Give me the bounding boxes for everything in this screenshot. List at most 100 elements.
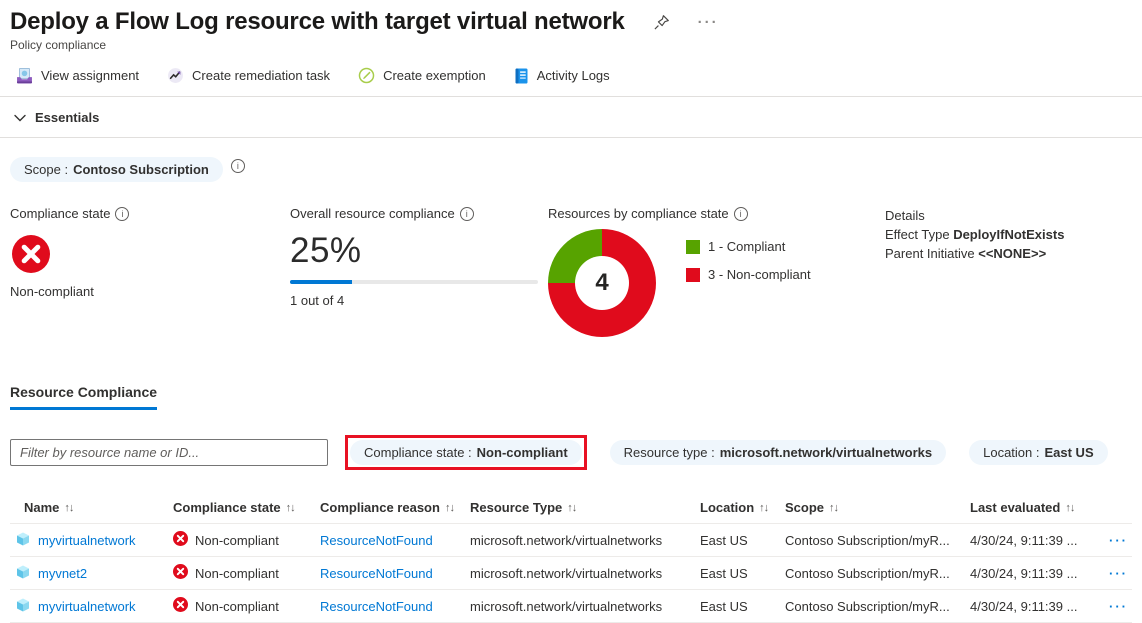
sort-icon: ↑↓	[567, 501, 577, 514]
non-compliant-icon	[173, 531, 188, 549]
resource-type-cell: microsoft.network/virtualnetworks	[470, 565, 663, 581]
filter-pill-location-value: East US	[1044, 445, 1094, 460]
column-header-compliance-reason[interactable]: Compliance reason ↑↓	[320, 500, 455, 515]
parent-initiative-label: Parent Initiative	[885, 246, 975, 261]
view-assignment-icon	[16, 67, 33, 84]
non-compliant-icon	[12, 235, 290, 276]
activity-logs-icon	[514, 68, 529, 84]
location-cell: East US	[700, 532, 748, 548]
virtual-network-icon	[16, 532, 30, 549]
legend-non-compliant-label: 3 - Non-compliant	[708, 267, 811, 282]
filter-pill-compliance-state[interactable]: Compliance state : Non-compliant	[350, 440, 582, 465]
table-row: myvirtualnetwork Non-compliant ResourceN…	[10, 524, 1132, 557]
scope-pill-label: Scope :	[24, 162, 69, 177]
filter-pill-resource-type[interactable]: Resource type : microsoft.network/virtua…	[609, 440, 947, 465]
scope-pill: Scope : Contoso Subscription	[10, 157, 223, 182]
non-compliant-swatch	[686, 267, 700, 282]
filter-row: Compliance state : Non-compliant Resourc…	[0, 435, 1142, 470]
legend-compliant-label: 1 - Compliant	[708, 239, 786, 254]
create-remediation-task-button[interactable]: Create remediation task	[167, 67, 330, 84]
pin-icon[interactable]	[653, 14, 670, 31]
virtual-network-icon	[16, 598, 30, 615]
resource-name-link[interactable]: myvnet2	[38, 565, 88, 581]
compliant-swatch	[686, 239, 700, 254]
column-header-location[interactable]: Location ↑↓	[700, 500, 769, 515]
effect-type-label: Effect Type	[885, 227, 950, 242]
view-assignment-button[interactable]: View assignment	[16, 67, 139, 84]
metrics-section: Compliance state i Non-compliant Overall…	[0, 182, 1142, 337]
compliance-state-cell: Non-compliant	[195, 598, 279, 614]
filter-pill-resource-type-value: microsoft.network/virtualnetworks	[719, 445, 933, 460]
location-cell: East US	[700, 598, 748, 614]
resource-filter-input[interactable]	[10, 439, 328, 466]
effect-type-value: DeployIfNotExists	[953, 227, 1065, 242]
row-menu-icon[interactable]: ···	[1109, 565, 1128, 581]
scope-cell: Contoso Subscription/myR...	[785, 598, 950, 614]
scope-info-icon[interactable]: i	[230, 159, 245, 173]
location-cell: East US	[700, 565, 748, 581]
compliance-progress-bar	[290, 280, 538, 284]
sort-icon: ↑↓	[1065, 501, 1075, 514]
compliance-state-cell: Non-compliant	[195, 532, 279, 548]
filter-pill-resource-type-label: Resource type :	[623, 445, 715, 460]
tab-resource-compliance[interactable]: Resource Compliance	[10, 384, 158, 410]
filter-pill-location[interactable]: Location : East US	[969, 440, 1108, 465]
tab-bar: Resource Compliance	[0, 337, 1142, 410]
sort-icon: ↑↓	[64, 501, 74, 514]
activity-logs-button[interactable]: Activity Logs	[514, 68, 610, 84]
compliance-state-value: Non-compliant	[10, 284, 94, 299]
resources-by-state-info-icon[interactable]: i	[733, 206, 748, 221]
sort-icon: ↑↓	[759, 501, 769, 514]
compliance-reason-link[interactable]: ResourceNotFound	[320, 565, 433, 581]
resource-name-link[interactable]: myvirtualnetwork	[38, 598, 136, 614]
row-menu-icon[interactable]: ···	[1109, 532, 1128, 548]
more-options-icon[interactable]: ···	[697, 13, 719, 31]
compliance-state-title: Compliance state	[10, 206, 111, 221]
overall-compliance-info-icon[interactable]: i	[459, 206, 474, 221]
column-header-scope[interactable]: Scope ↑↓	[785, 500, 839, 515]
scope-row: Scope : Contoso Subscription i	[0, 138, 1142, 182]
scope-pill-value: Contoso Subscription	[73, 162, 209, 177]
create-remediation-task-label: Create remediation task	[192, 68, 331, 83]
create-exemption-button[interactable]: Create exemption	[358, 67, 486, 84]
row-menu-icon[interactable]: ···	[1109, 598, 1128, 614]
table-row: myvnet2 Non-compliant ResourceNotFound m…	[10, 557, 1132, 590]
compliance-reason-link[interactable]: ResourceNotFound	[320, 532, 433, 548]
parent-initiative-row: Parent Initiative <<NONE>>	[885, 244, 1132, 263]
sort-icon: ↑↓	[829, 501, 839, 514]
table-header-row: Name ↑↓ Compliance state ↑↓ Compliance rea…	[10, 492, 1132, 524]
essentials-toggle[interactable]: Essentials	[0, 97, 1142, 138]
chevron-down-icon	[14, 110, 26, 125]
view-assignment-label: View assignment	[41, 68, 140, 83]
exemption-icon	[358, 67, 375, 84]
donut-legend: 1 - Compliant 3 - Non-compliant	[686, 239, 811, 282]
essentials-label: Essentials	[35, 110, 100, 125]
remediation-task-icon	[167, 67, 184, 84]
resource-compliance-table: Name ↑↓ Compliance state ↑↓ Compliance rea…	[0, 492, 1142, 623]
resources-by-state-title: Resources by compliance state	[548, 206, 729, 221]
create-exemption-label: Create exemption	[383, 68, 486, 83]
column-header-resource-type[interactable]: Resource Type ↑↓	[470, 500, 577, 515]
activity-logs-label: Activity Logs	[536, 68, 610, 83]
parent-initiative-value: <<NONE>>	[978, 246, 1047, 261]
resource-type-cell: microsoft.network/virtualnetworks	[470, 532, 663, 548]
virtual-network-icon	[16, 565, 30, 582]
page-subtitle: Policy compliance	[10, 38, 107, 52]
resource-type-cell: microsoft.network/virtualnetworks	[470, 598, 663, 614]
sort-icon: ↑↓	[285, 501, 296, 514]
filter-pill-compliance-state-value: Non-compliant	[476, 445, 568, 460]
legend-item-compliant: 1 - Compliant	[686, 239, 811, 254]
page-header: Deploy a Flow Log resource with target v…	[0, 0, 1142, 52]
compliance-reason-link[interactable]: ResourceNotFound	[320, 598, 433, 614]
compliance-state-pill-highlight: Compliance state : Non-compliant	[345, 435, 587, 470]
details-title: Details	[885, 208, 925, 223]
column-header-last-evaluated[interactable]: Last evaluated ↑↓	[970, 500, 1075, 515]
column-header-compliance-state[interactable]: Compliance state ↑↓	[173, 500, 296, 515]
compliance-donut: 4	[548, 229, 656, 337]
column-header-name[interactable]: Name ↑↓	[24, 500, 74, 515]
compliance-state-card: Compliance state i Non-compliant	[10, 206, 290, 299]
resource-name-link[interactable]: myvirtualnetwork	[38, 532, 136, 548]
last-evaluated-cell: 4/30/24, 9:11:39 ...	[970, 598, 1078, 614]
compliance-progress-fill	[290, 280, 352, 284]
compliance-state-info-icon[interactable]: i	[115, 206, 130, 221]
